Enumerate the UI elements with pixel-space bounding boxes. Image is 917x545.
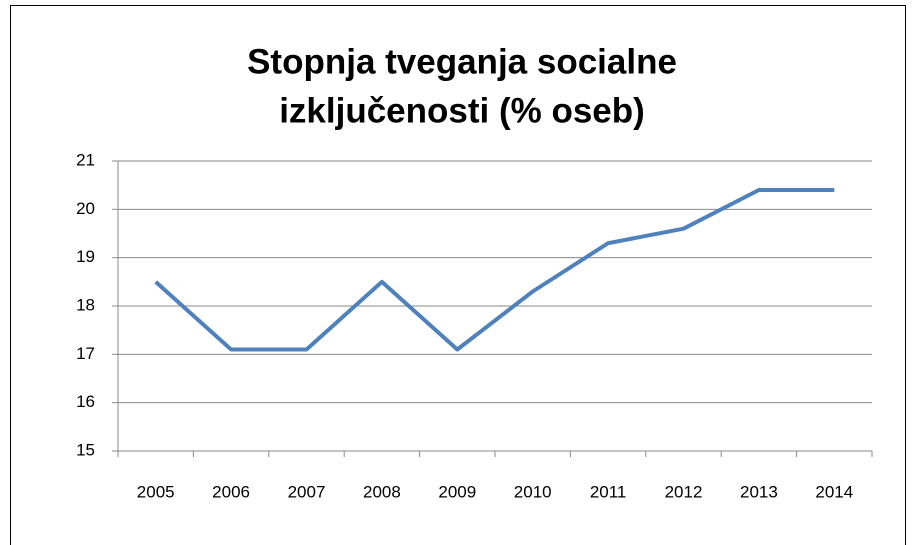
y-tick-label: 20 [76,199,95,218]
y-tick-label: 18 [76,295,95,314]
x-tick-label: 2013 [740,482,778,501]
y-tick-label: 19 [76,247,95,266]
chart-title: izključenosti (% oseb) [279,91,645,130]
x-tick-label: 2007 [288,482,326,501]
x-tick-label: 2011 [590,482,627,501]
x-tick-label: 2008 [363,482,401,501]
data-line [154,188,835,352]
chart-frame [10,5,906,545]
x-tick-label: 2010 [514,482,552,501]
x-tick-label: 2014 [815,482,853,501]
x-tick-label: 2009 [438,482,476,501]
y-tick-label: 21 [76,150,95,169]
y-tick-label: 16 [76,392,95,411]
x-tick-label: 2005 [137,482,175,501]
chart-title: Stopnja tveganja socialne [247,42,677,81]
x-tick-label: 2012 [665,482,703,501]
y-tick-label: 15 [76,440,95,459]
y-tick-label: 17 [76,344,95,363]
x-tick-label: 2006 [212,482,250,501]
